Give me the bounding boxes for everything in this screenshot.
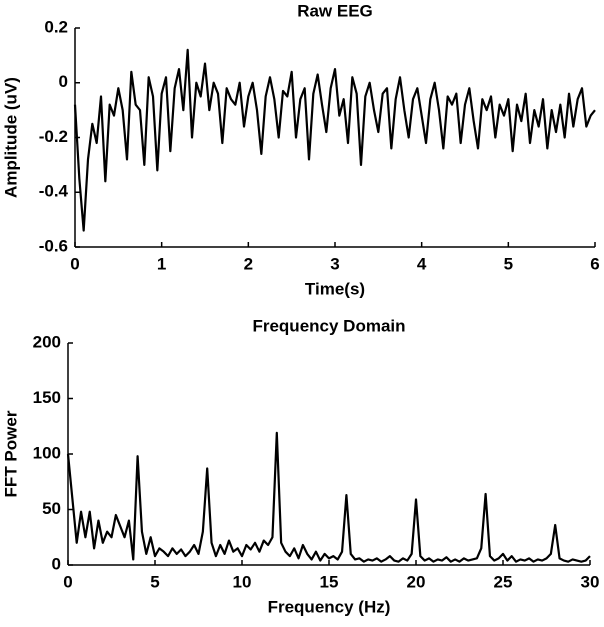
signal-line — [66, 431, 591, 563]
y-tick-label: -0.2 — [39, 127, 68, 146]
x-tick-label: 20 — [407, 572, 426, 591]
x-tick-label: 5 — [504, 254, 513, 273]
x-tick-label: 30 — [581, 572, 600, 591]
y-axis-label: FFT Power — [1, 410, 20, 497]
x-tick-label: 3 — [330, 254, 339, 273]
signal-line — [73, 48, 596, 232]
y-tick-label: 0 — [59, 72, 68, 91]
y-tick-label: 0.2 — [44, 17, 68, 36]
x-tick-label: 5 — [150, 572, 159, 591]
y-tick-label: 50 — [42, 499, 61, 518]
y-tick-label: 0 — [52, 554, 61, 573]
x-tick-label: 1 — [157, 254, 166, 273]
chart-title: Raw EEG — [297, 1, 373, 20]
y-tick-label: 100 — [33, 443, 61, 462]
x-tick-label: 0 — [63, 572, 72, 591]
y-tick-label: 150 — [33, 388, 61, 407]
x-tick-label: 25 — [494, 572, 513, 591]
x-axis-label: Time(s) — [305, 279, 365, 298]
x-tick-label: 15 — [320, 572, 339, 591]
y-tick-label: 200 — [33, 332, 61, 351]
x-tick-label: 4 — [417, 254, 427, 273]
x-tick-label: 6 — [590, 254, 599, 273]
x-tick-label: 0 — [70, 254, 79, 273]
x-tick-label: 10 — [233, 572, 252, 591]
x-tick-label: 2 — [244, 254, 253, 273]
chart-title: Frequency Domain — [252, 316, 405, 335]
y-tick-label: -0.6 — [39, 236, 68, 255]
y-tick-label: -0.4 — [39, 182, 69, 201]
x-axis-label: Frequency (Hz) — [268, 597, 391, 616]
y-axis-label: Amplitude (uV) — [1, 77, 20, 198]
